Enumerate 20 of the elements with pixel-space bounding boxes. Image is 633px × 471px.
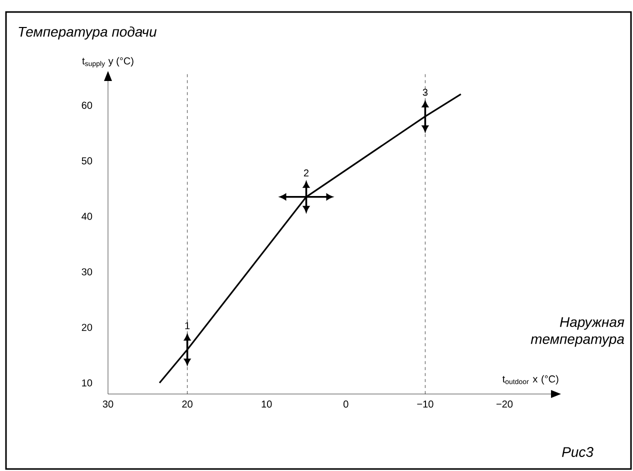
- x-axis-title: t$_{outdoor}$ x (°C): [502, 375, 558, 384]
- x-tick-label: 30: [102, 400, 114, 408]
- annotation: 1: [185, 322, 190, 330]
- x-tick-label: 10: [262, 400, 272, 408]
- y-tick-label: 20: [82, 324, 92, 331]
- y-tick-label: 30: [82, 268, 92, 276]
- y-tick-label: 50: [82, 157, 92, 164]
- annotation: 2: [304, 169, 309, 176]
- x-tick-label: 0: [344, 400, 348, 408]
- x-tick-label: −20: [496, 400, 513, 408]
- x-tick-label: −10: [417, 400, 434, 408]
- chart-title: Температура подачи: [18, 26, 157, 40]
- y-tick-label: 10: [82, 379, 92, 386]
- annotation: 3: [422, 88, 428, 96]
- x-tick-label: 20: [182, 400, 192, 408]
- y-tick-label: 40: [82, 212, 92, 220]
- y-axis-title: t$_{supply}$ y (°C): [82, 57, 134, 68]
- annotation: Наружная температура: [530, 317, 624, 347]
- y-tick-label: 60: [82, 102, 92, 109]
- text: Рис3: [562, 447, 594, 457]
